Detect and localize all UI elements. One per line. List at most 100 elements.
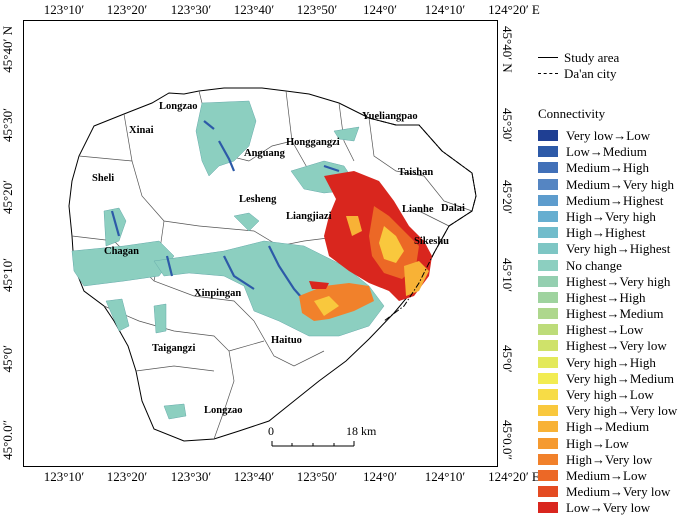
legend-item: Highest→Low <box>538 322 698 338</box>
place-label: Xinpingan <box>194 288 242 299</box>
legend-item: Very high→Low <box>538 387 698 403</box>
legend-item: Very high→High <box>538 355 698 371</box>
legend-swatch <box>538 372 558 384</box>
place-label: Honggangzi <box>286 137 340 148</box>
daan-city-boundary <box>368 117 477 322</box>
place-label: Xinai <box>129 125 154 136</box>
legend-item: Highest→Medium <box>538 306 698 322</box>
legend-swatch <box>538 243 558 255</box>
legend-label: Medium→Highest <box>566 192 664 208</box>
longitude-label: 124°20′ E <box>488 469 540 484</box>
legend-swatch <box>538 227 558 239</box>
legend-swatch <box>538 502 558 514</box>
legend-swatch <box>538 162 558 174</box>
legend-item: Very high→Very low <box>538 403 698 419</box>
latitude-label: 45°0′ <box>500 345 515 373</box>
legend-item: Highest→Very high <box>538 274 698 290</box>
legend-item: High→Very high <box>538 209 698 225</box>
legend-label: Highest→Medium <box>566 306 664 322</box>
longitude-label: 123°20′ <box>106 2 148 17</box>
legend-label: Medium→Low <box>566 467 647 483</box>
latitude-label: 45°20′ <box>0 180 15 215</box>
legend-label: Highest→High <box>566 289 646 305</box>
legend-label: Medium→Very low <box>566 484 671 500</box>
map-legend: Study area Da'an city Connectivity Very … <box>538 50 698 517</box>
latitude-label: 45°10′ <box>0 258 15 293</box>
longitude-label: 123°50′ <box>296 469 338 484</box>
legend-item: Medium→Very low <box>538 484 698 500</box>
legend-label: Very high→High <box>566 354 656 370</box>
place-label: Haituo <box>271 335 302 346</box>
legend-item: Very high→Medium <box>538 371 698 387</box>
legend-swatch <box>538 130 558 141</box>
legend-label: Highest→Low <box>566 322 644 338</box>
legend-swatch <box>538 324 558 336</box>
legend-label: Highest→Very high <box>566 273 671 289</box>
longitude-label: 124°10′ <box>424 469 466 484</box>
map-frame: Longzao Xinai Sheli Honggangzi Yueliangp… <box>23 20 498 467</box>
legend-study-area: Study area <box>538 50 698 66</box>
legend-item: No change <box>538 258 698 274</box>
place-label: Lianhe <box>402 204 434 215</box>
latitude-label: 45°0.0″ <box>0 420 15 460</box>
legend-swatch <box>538 356 558 368</box>
legend-item: Medium→Low <box>538 468 698 484</box>
legend-label: Highest→Very low <box>566 338 667 354</box>
latitude-label: 45°20′ <box>500 180 515 215</box>
longitude-label: 123°10′ <box>43 469 85 484</box>
latitude-label: 45°40′ N <box>0 26 15 73</box>
longitude-label: 124°20′ E <box>488 2 540 17</box>
legend-swatch <box>538 308 558 320</box>
legend-item: Very high→Highest <box>538 241 698 257</box>
scale-start-label: 0 <box>268 424 274 438</box>
longitude-label: 123°40′ <box>233 2 275 17</box>
legend-label: No change <box>566 257 622 273</box>
latitude-label: 45°10′ <box>500 258 515 293</box>
legend-swatch <box>538 194 558 206</box>
longitude-label: 124°10′ <box>424 2 466 17</box>
legend-label: High→Low <box>566 435 629 451</box>
legend-swatch <box>538 453 558 465</box>
legend-label: High→Medium <box>566 419 650 435</box>
legend-swatch <box>538 437 558 449</box>
latitude-label: 45°30′ <box>500 108 515 143</box>
legend-items: Very low→Low Low→Medium Medium→High Medium→… <box>538 128 698 517</box>
scale-end-label: 18 km <box>346 424 377 438</box>
legend-label: Low→Very low <box>566 500 651 516</box>
legend-swatch <box>538 291 558 303</box>
place-label: Chagan <box>104 246 140 257</box>
longitude-label: 123°20′ <box>106 469 148 484</box>
place-label: Sheli <box>92 173 115 184</box>
legend-item: Medium→High <box>538 160 698 176</box>
legend-label: Very high→Highest <box>566 241 671 257</box>
place-label: Lesheng <box>239 194 277 205</box>
legend-swatch <box>538 146 558 158</box>
legend-label: Very high→Medium <box>566 370 674 386</box>
longitude-label: 123°30′ <box>170 2 212 17</box>
legend-label: Medium→High <box>566 160 650 176</box>
legend-label: High→Highest <box>566 225 646 241</box>
legend-daan-city: Da'an city <box>538 66 698 82</box>
place-label: Anguang <box>244 148 285 159</box>
place-label: Longzao <box>159 101 198 112</box>
legend-swatch <box>538 486 558 498</box>
legend-label: Low→Medium <box>566 144 647 160</box>
legend-item: Medium→Highest <box>538 193 698 209</box>
legend-item: High→Medium <box>538 419 698 435</box>
place-label: Taigangzi <box>152 343 196 354</box>
legend-swatch <box>538 178 558 190</box>
legend-label: Very low→Low <box>566 128 651 143</box>
longitude-label: 123°40′ <box>233 469 275 484</box>
legend-swatch <box>538 259 558 271</box>
longitude-label: 123°10′ <box>43 2 85 17</box>
latitude-label: 45°0′ <box>0 345 15 373</box>
longitude-label: 124°0′ <box>362 2 398 17</box>
legend-swatch <box>538 421 558 433</box>
legend-item: Highest→High <box>538 290 698 306</box>
legend-item: High→Highest <box>538 225 698 241</box>
legend-swatch <box>538 340 558 352</box>
longitude-label: 123°50′ <box>296 2 338 17</box>
legend-label: High→Very high <box>566 208 656 224</box>
legend-swatch <box>538 405 558 417</box>
latitude-label: 45°40′ N <box>500 26 515 73</box>
